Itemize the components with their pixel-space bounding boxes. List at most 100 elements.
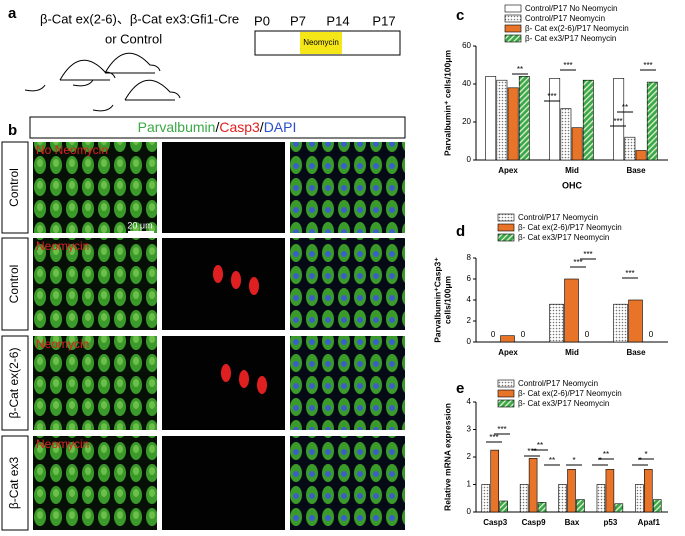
bar: [490, 449, 499, 513]
x-tick-label: Base: [626, 348, 646, 357]
legend-label: β- Cat ex3/P17 Neomycin: [525, 34, 616, 43]
row-label-box: [1, 237, 29, 331]
control-text: or Control: [105, 31, 162, 46]
legend-label: Control/P17 No Neomycin: [525, 4, 617, 13]
y-axis-label: Parvalbumin⁺Casp3⁺: [432, 257, 442, 343]
bar: [485, 76, 497, 161]
bar: [567, 469, 576, 513]
significance: **: [603, 450, 609, 459]
bar: [644, 469, 653, 513]
significance: ***: [625, 269, 634, 278]
bar: [596, 484, 606, 513]
y-tick-label: 8: [467, 253, 472, 262]
panel-letter: b: [8, 122, 17, 139]
casp3-signal: [249, 277, 259, 295]
legend-swatch: [504, 34, 522, 43]
micrograph: [290, 436, 405, 530]
x-axis-label: OHC: [562, 180, 583, 190]
bar: [635, 150, 647, 161]
y-tick-label: 2: [467, 452, 472, 461]
legend-swatch: [497, 213, 515, 222]
legend-label: Control/P17 Neomycin: [518, 379, 598, 388]
y-axis-label: cells/100μm: [442, 275, 452, 324]
row-label-box: [1, 141, 29, 234]
condition-label: No Neomycin: [36, 143, 108, 157]
x-tick-label: Apex: [498, 166, 518, 175]
bar: [560, 108, 572, 161]
value-label: 0: [491, 330, 496, 339]
y-tick-label: 2: [467, 316, 472, 325]
x-tick-label: Mid: [565, 166, 579, 175]
legend-label: Control/P17 Neomycin: [525, 14, 605, 23]
micrograph: [162, 238, 285, 330]
significance: ***: [583, 250, 592, 259]
micrograph: [290, 336, 405, 430]
y-tick-label: 1: [467, 480, 472, 489]
panel-letter: a: [8, 5, 17, 22]
significance: **: [622, 103, 628, 112]
timepoint: P0: [254, 13, 270, 28]
scale-bar-label: 20 μm: [127, 220, 152, 230]
significance: ***: [489, 433, 498, 442]
row-label-box: [1, 335, 29, 431]
y-tick-label: 4: [467, 397, 472, 406]
significance: ***: [563, 61, 572, 70]
timepoint: P7: [290, 13, 306, 28]
bar: [496, 79, 508, 161]
legend-swatch: [497, 399, 515, 408]
x-tick-label: Apaf1: [638, 518, 661, 527]
separator: /: [260, 119, 264, 135]
bar: [635, 484, 644, 513]
channel-header: Parvalbumin/Casp3/DAPI: [138, 119, 297, 135]
significance: *: [644, 450, 647, 459]
significance: *: [598, 456, 601, 465]
timepoint: P17: [372, 13, 395, 28]
y-tick-label: 0: [467, 155, 472, 164]
significance: **: [537, 441, 543, 450]
significance: **: [517, 65, 523, 74]
bar: [613, 78, 625, 161]
significance: *: [638, 456, 641, 465]
significance: ***: [497, 425, 506, 434]
bar: [605, 469, 615, 513]
bar: [549, 78, 561, 161]
genotype: β-Cat ex(2-6)、β-Cat ex3:Gfi1-Cre: [40, 11, 239, 26]
bar: [564, 278, 579, 343]
panel-letter: d: [456, 223, 465, 240]
legend-label: β- Cat ex(2-6)/P17 Neomycin: [518, 389, 622, 398]
micrograph: [33, 436, 157, 530]
row-label: Control: [7, 168, 21, 207]
bar: [537, 502, 547, 513]
row-label: β-Cat ex3: [7, 457, 21, 510]
bar: [558, 484, 567, 513]
y-tick-label: 3: [467, 425, 472, 434]
y-axis-label: Relative mRNA expression: [442, 403, 452, 511]
casp3-signal: [221, 364, 231, 382]
bar: [500, 335, 515, 343]
bar: [576, 499, 585, 513]
y-tick-label: 60: [462, 41, 471, 50]
micrograph: [33, 238, 157, 330]
bar: [624, 136, 636, 161]
bar: [518, 76, 530, 161]
casp3-signal: [213, 265, 223, 283]
y-tick-label: 0: [467, 337, 472, 346]
y-tick-label: 40: [462, 79, 471, 88]
legend-swatch: [497, 233, 515, 242]
condition-label: Neomycin: [36, 239, 89, 253]
x-tick-label: Casp9: [522, 518, 547, 527]
row-label-box: [1, 435, 29, 531]
casp3-signal: [257, 376, 267, 394]
x-tick-label: Base: [626, 166, 646, 175]
significance: ***: [613, 117, 622, 126]
bar: [613, 303, 628, 343]
legend-swatch: [504, 14, 522, 23]
legend-label: β- Cat ex3/P17 Neomycin: [518, 399, 609, 408]
legend-swatch: [504, 4, 522, 13]
channel: Parvalbumin: [138, 119, 216, 135]
bar: [628, 299, 643, 343]
significance: ***: [527, 447, 536, 456]
